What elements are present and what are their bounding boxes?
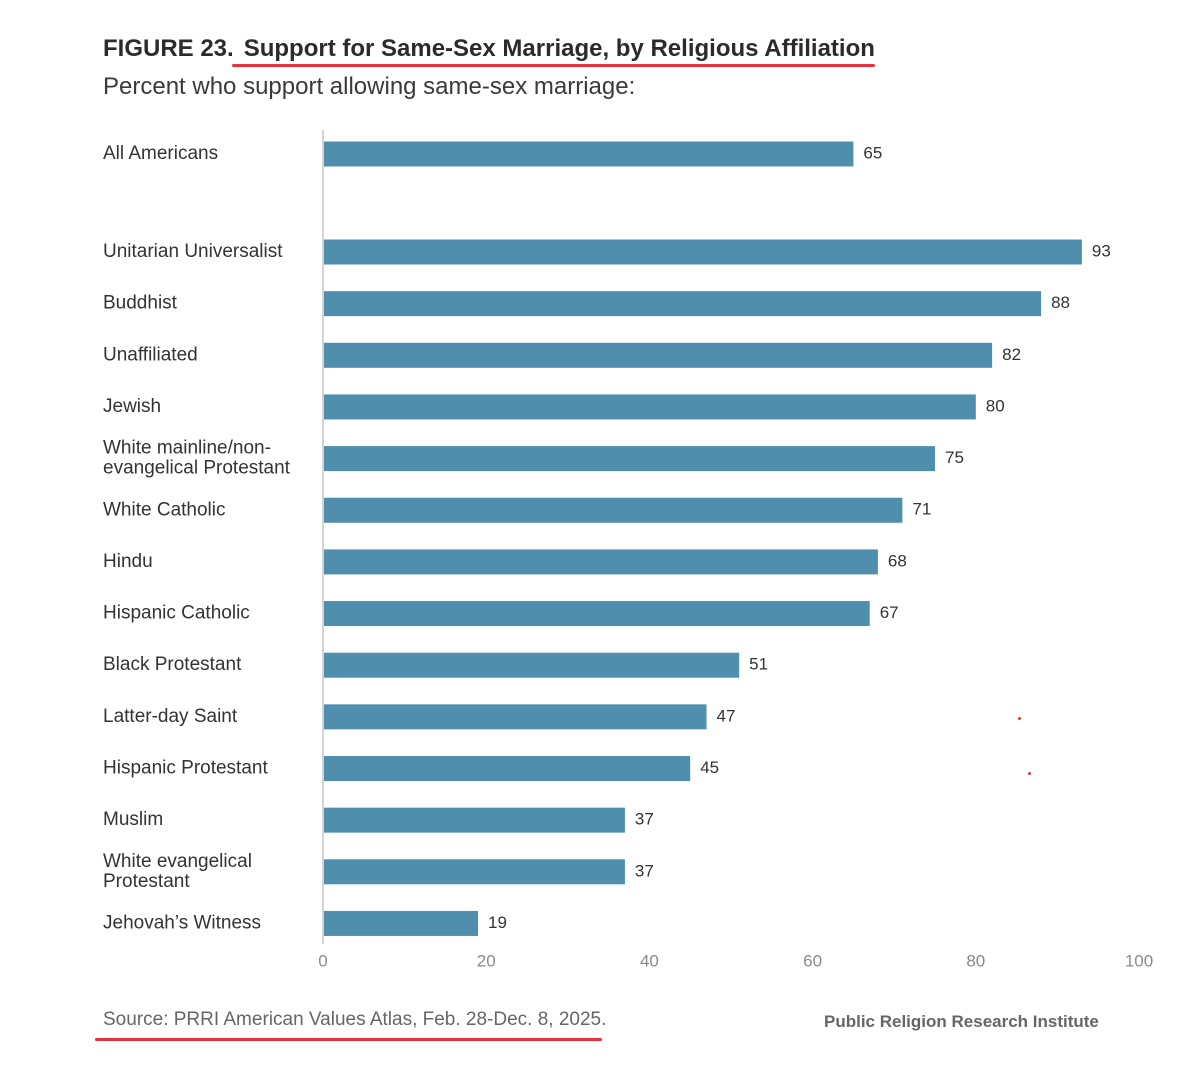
data-label: 37 [635, 810, 654, 829]
bar [324, 549, 878, 575]
source-note: Source: PRRI American Values Atlas, Feb.… [103, 1009, 607, 1030]
category-label-line: Hispanic Protestant [103, 758, 268, 779]
data-label: 68 [888, 551, 907, 570]
category-label-line: Hispanic Catholic [103, 603, 250, 624]
category-label-line: Unitarian Universalist [103, 241, 283, 262]
category-label: Unaffiliated [103, 344, 198, 365]
category-label: Muslim [103, 809, 163, 830]
x-tick-label: 0 [318, 951, 327, 970]
category-label-line: White Catholic [103, 499, 226, 520]
category-label-line: Unaffiliated [103, 344, 198, 365]
bar [324, 446, 935, 472]
bar [324, 291, 1042, 317]
data-label: 75 [945, 448, 964, 467]
bar [324, 756, 691, 781]
category-label-line: Black Protestant [103, 654, 242, 675]
category-label-line: Muslim [103, 809, 163, 830]
data-label: 67 [880, 603, 899, 622]
category-label: Latter-day Saint [103, 706, 238, 727]
x-tick-label: 20 [477, 951, 496, 970]
data-label: 45 [700, 758, 719, 777]
category-label-line: Hindu [103, 551, 153, 572]
data-label: 71 [912, 500, 931, 519]
figure-title: FIGURE 23. Support for Same-Sex Marriage,… [103, 32, 875, 66]
x-tick-label: 60 [803, 951, 822, 970]
figure-title-text: Support for Same-Sex Marriage, by Religi… [243, 35, 875, 62]
data-label: 93 [1092, 241, 1111, 260]
category-label-line: Latter-day Saint [103, 706, 238, 727]
bar [324, 807, 625, 833]
category-label: Unitarian Universalist [103, 241, 283, 262]
category-label: All Americans [103, 143, 218, 164]
category-label-line: Jewish [103, 396, 161, 417]
bar [324, 859, 625, 885]
category-label: Jehovah’s Witness [103, 912, 261, 933]
figure-number: FIGURE 23. [103, 35, 234, 62]
data-label: 37 [635, 861, 654, 880]
category-label-line: White evangelical [103, 851, 252, 872]
title-underline-mark [232, 64, 875, 67]
category-label-line: Buddhist [103, 293, 178, 314]
organization-credit: Public Religion Research Institute [824, 1012, 1099, 1031]
category-label: Black Protestant [103, 654, 242, 675]
data-label: 19 [488, 913, 507, 932]
bar [324, 704, 707, 730]
category-label: White evangelical Protestant [103, 851, 252, 892]
data-label: 51 [749, 655, 768, 674]
bar [324, 910, 479, 936]
stray-red-dot [1018, 717, 1021, 720]
stray-red-dot [1028, 772, 1031, 775]
category-label: Hispanic Catholic [103, 603, 250, 624]
x-tick-label: 40 [640, 951, 659, 970]
data-label: 88 [1051, 293, 1070, 312]
bar [324, 239, 1082, 265]
bar [324, 342, 993, 368]
bar [324, 652, 740, 678]
data-label: 65 [863, 143, 882, 162]
category-label: Hispanic Protestant [103, 758, 268, 779]
category-label-line: evangelical Protestant [103, 458, 291, 479]
category-label-line: All Americans [103, 143, 218, 164]
data-label: 47 [717, 706, 736, 725]
category-label-line: White mainline/non- [103, 438, 271, 459]
figure-subtitle: Percent who support allowing same-sex ma… [103, 73, 636, 100]
x-tick-label: 100 [1125, 951, 1153, 970]
bar [324, 601, 870, 627]
bar [324, 141, 854, 167]
category-label: Buddhist [103, 293, 178, 314]
data-label: 82 [1002, 345, 1021, 364]
category-label-line: Protestant [103, 871, 190, 892]
bar [324, 394, 976, 420]
category-label: Jewish [103, 396, 161, 417]
category-label: White mainline/non-evangelical Protestan… [103, 438, 291, 479]
data-label: 80 [986, 396, 1005, 415]
bar [324, 497, 903, 523]
source-underline-mark [95, 1038, 602, 1041]
x-tick-label: 80 [966, 951, 985, 970]
category-label: Hindu [103, 551, 153, 572]
category-label-line: Jehovah’s Witness [103, 912, 261, 933]
category-label: White Catholic [103, 499, 226, 520]
